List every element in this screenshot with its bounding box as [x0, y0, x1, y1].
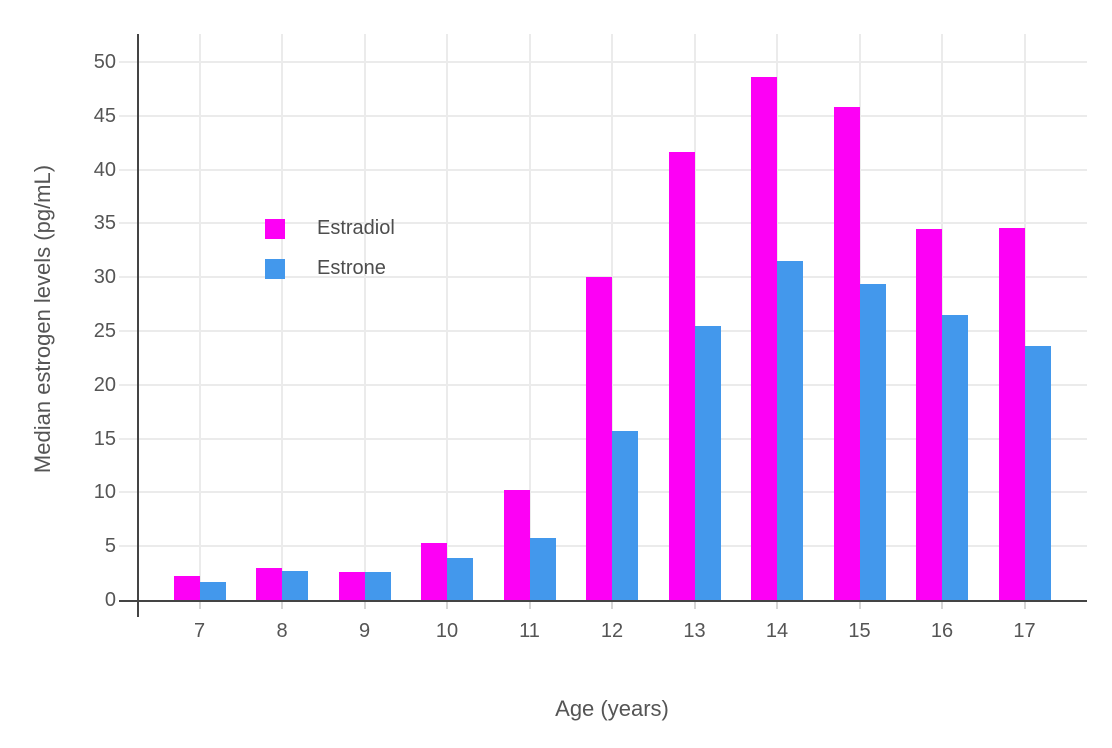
y-tick-label: 50	[93, 51, 116, 73]
gridline-vertical	[611, 34, 613, 600]
bar-estradiol-age-13	[668, 152, 695, 600]
x-tick-label: 17	[1013, 620, 1036, 642]
x-tick-mark	[198, 602, 201, 609]
x-tick-label: 11	[519, 620, 540, 642]
bar-estradiol-age-16	[916, 229, 942, 600]
gridline-vertical	[363, 34, 366, 600]
bar-estradiol-age-10	[421, 543, 447, 600]
x-tick-label: 8	[276, 620, 288, 642]
x-tick-label: 13	[683, 620, 706, 642]
bar-estrone-age-8	[282, 571, 308, 600]
bar-estradiol-age-17	[998, 228, 1025, 600]
y-tick-label: 15	[93, 427, 116, 450]
x-tick-mark	[858, 602, 861, 609]
bar-estradiol-age-14	[751, 77, 777, 600]
y-tick-label: 20	[93, 373, 116, 396]
y-tick-label: 0	[104, 589, 116, 611]
bar-estrone-age-15	[859, 284, 886, 600]
x-tick-mark	[528, 602, 531, 609]
x-tick-label: 7	[193, 620, 206, 642]
x-tick-mark	[1023, 602, 1026, 609]
y-axis-line	[137, 34, 139, 617]
x-tick-mark	[611, 602, 613, 609]
x-tick-mark	[446, 602, 448, 609]
gridline-vertical	[281, 34, 283, 600]
y-tick-label: 40	[93, 158, 116, 181]
y-tick-label: 45	[93, 104, 116, 127]
y-tick-label: 10	[93, 481, 116, 504]
y-tick-mark	[119, 168, 138, 171]
y-tick-mark	[119, 383, 138, 386]
x-tick-mark	[363, 602, 366, 609]
bar-estradiol-age-12	[586, 277, 612, 600]
y-tick-label: 35	[93, 212, 116, 235]
bar-estrone-age-7	[199, 582, 226, 600]
x-tick-label: 9	[358, 620, 371, 642]
x-tick-mark	[941, 602, 943, 609]
bar-estradiol-age-7	[173, 576, 200, 600]
x-tick-label: 14	[765, 620, 789, 642]
gridline-vertical	[1023, 34, 1026, 600]
bar-estradiol-age-15	[833, 107, 860, 600]
bar-estrone-age-11	[529, 538, 556, 600]
legend-label: Estrone	[317, 257, 386, 279]
bar-estradiol-age-11	[503, 490, 530, 600]
y-tick-mark	[119, 330, 138, 332]
x-tick-label: 15	[848, 620, 871, 642]
y-tick-mark	[119, 491, 138, 494]
bar-estrone-age-16	[942, 315, 968, 600]
y-tick-mark	[119, 222, 138, 225]
legend-label: Estradiol	[317, 217, 395, 239]
legend-item-estrone[interactable]: Estrone	[265, 257, 395, 280]
bar-estrone-age-12	[612, 431, 638, 600]
x-tick-mark	[281, 602, 283, 609]
y-tick-mark	[119, 545, 138, 548]
y-tick-label: 5	[104, 535, 116, 558]
legend-item-estradiol[interactable]: Estradiol	[265, 217, 395, 240]
gridline-vertical	[693, 34, 696, 600]
gridline-vertical	[198, 34, 201, 600]
gridline-vertical	[528, 34, 531, 600]
bar-estrone-age-10	[447, 558, 473, 600]
y-tick-label: 30	[93, 266, 116, 289]
x-tick-label: 12	[600, 620, 624, 642]
y-tick-mark	[119, 276, 138, 279]
bar-estradiol-age-9	[338, 572, 365, 600]
bar-estradiol-age-8	[256, 568, 282, 600]
legend-swatch-icon	[265, 258, 285, 279]
x-tick-label: 16	[930, 620, 954, 642]
legend: Estradiol Estrone	[265, 217, 395, 280]
x-tick-mark	[693, 602, 696, 609]
legend-swatch-icon	[265, 218, 285, 239]
y-tick-mark	[119, 437, 138, 440]
x-axis-line	[119, 600, 1087, 602]
bar-estrone-age-14	[777, 261, 803, 600]
y-tick-mark	[119, 61, 138, 63]
bar-estrone-age-13	[694, 326, 721, 600]
y-tick-mark	[119, 114, 138, 117]
bar-estrone-age-9	[364, 572, 391, 600]
x-tick-mark	[776, 602, 778, 609]
x-axis-title: Age (years)	[555, 696, 669, 721]
x-tick-label: 10	[435, 620, 459, 642]
y-tick-label: 25	[93, 320, 116, 342]
gridline-vertical	[446, 34, 448, 600]
bar-estrone-age-17	[1024, 346, 1051, 600]
